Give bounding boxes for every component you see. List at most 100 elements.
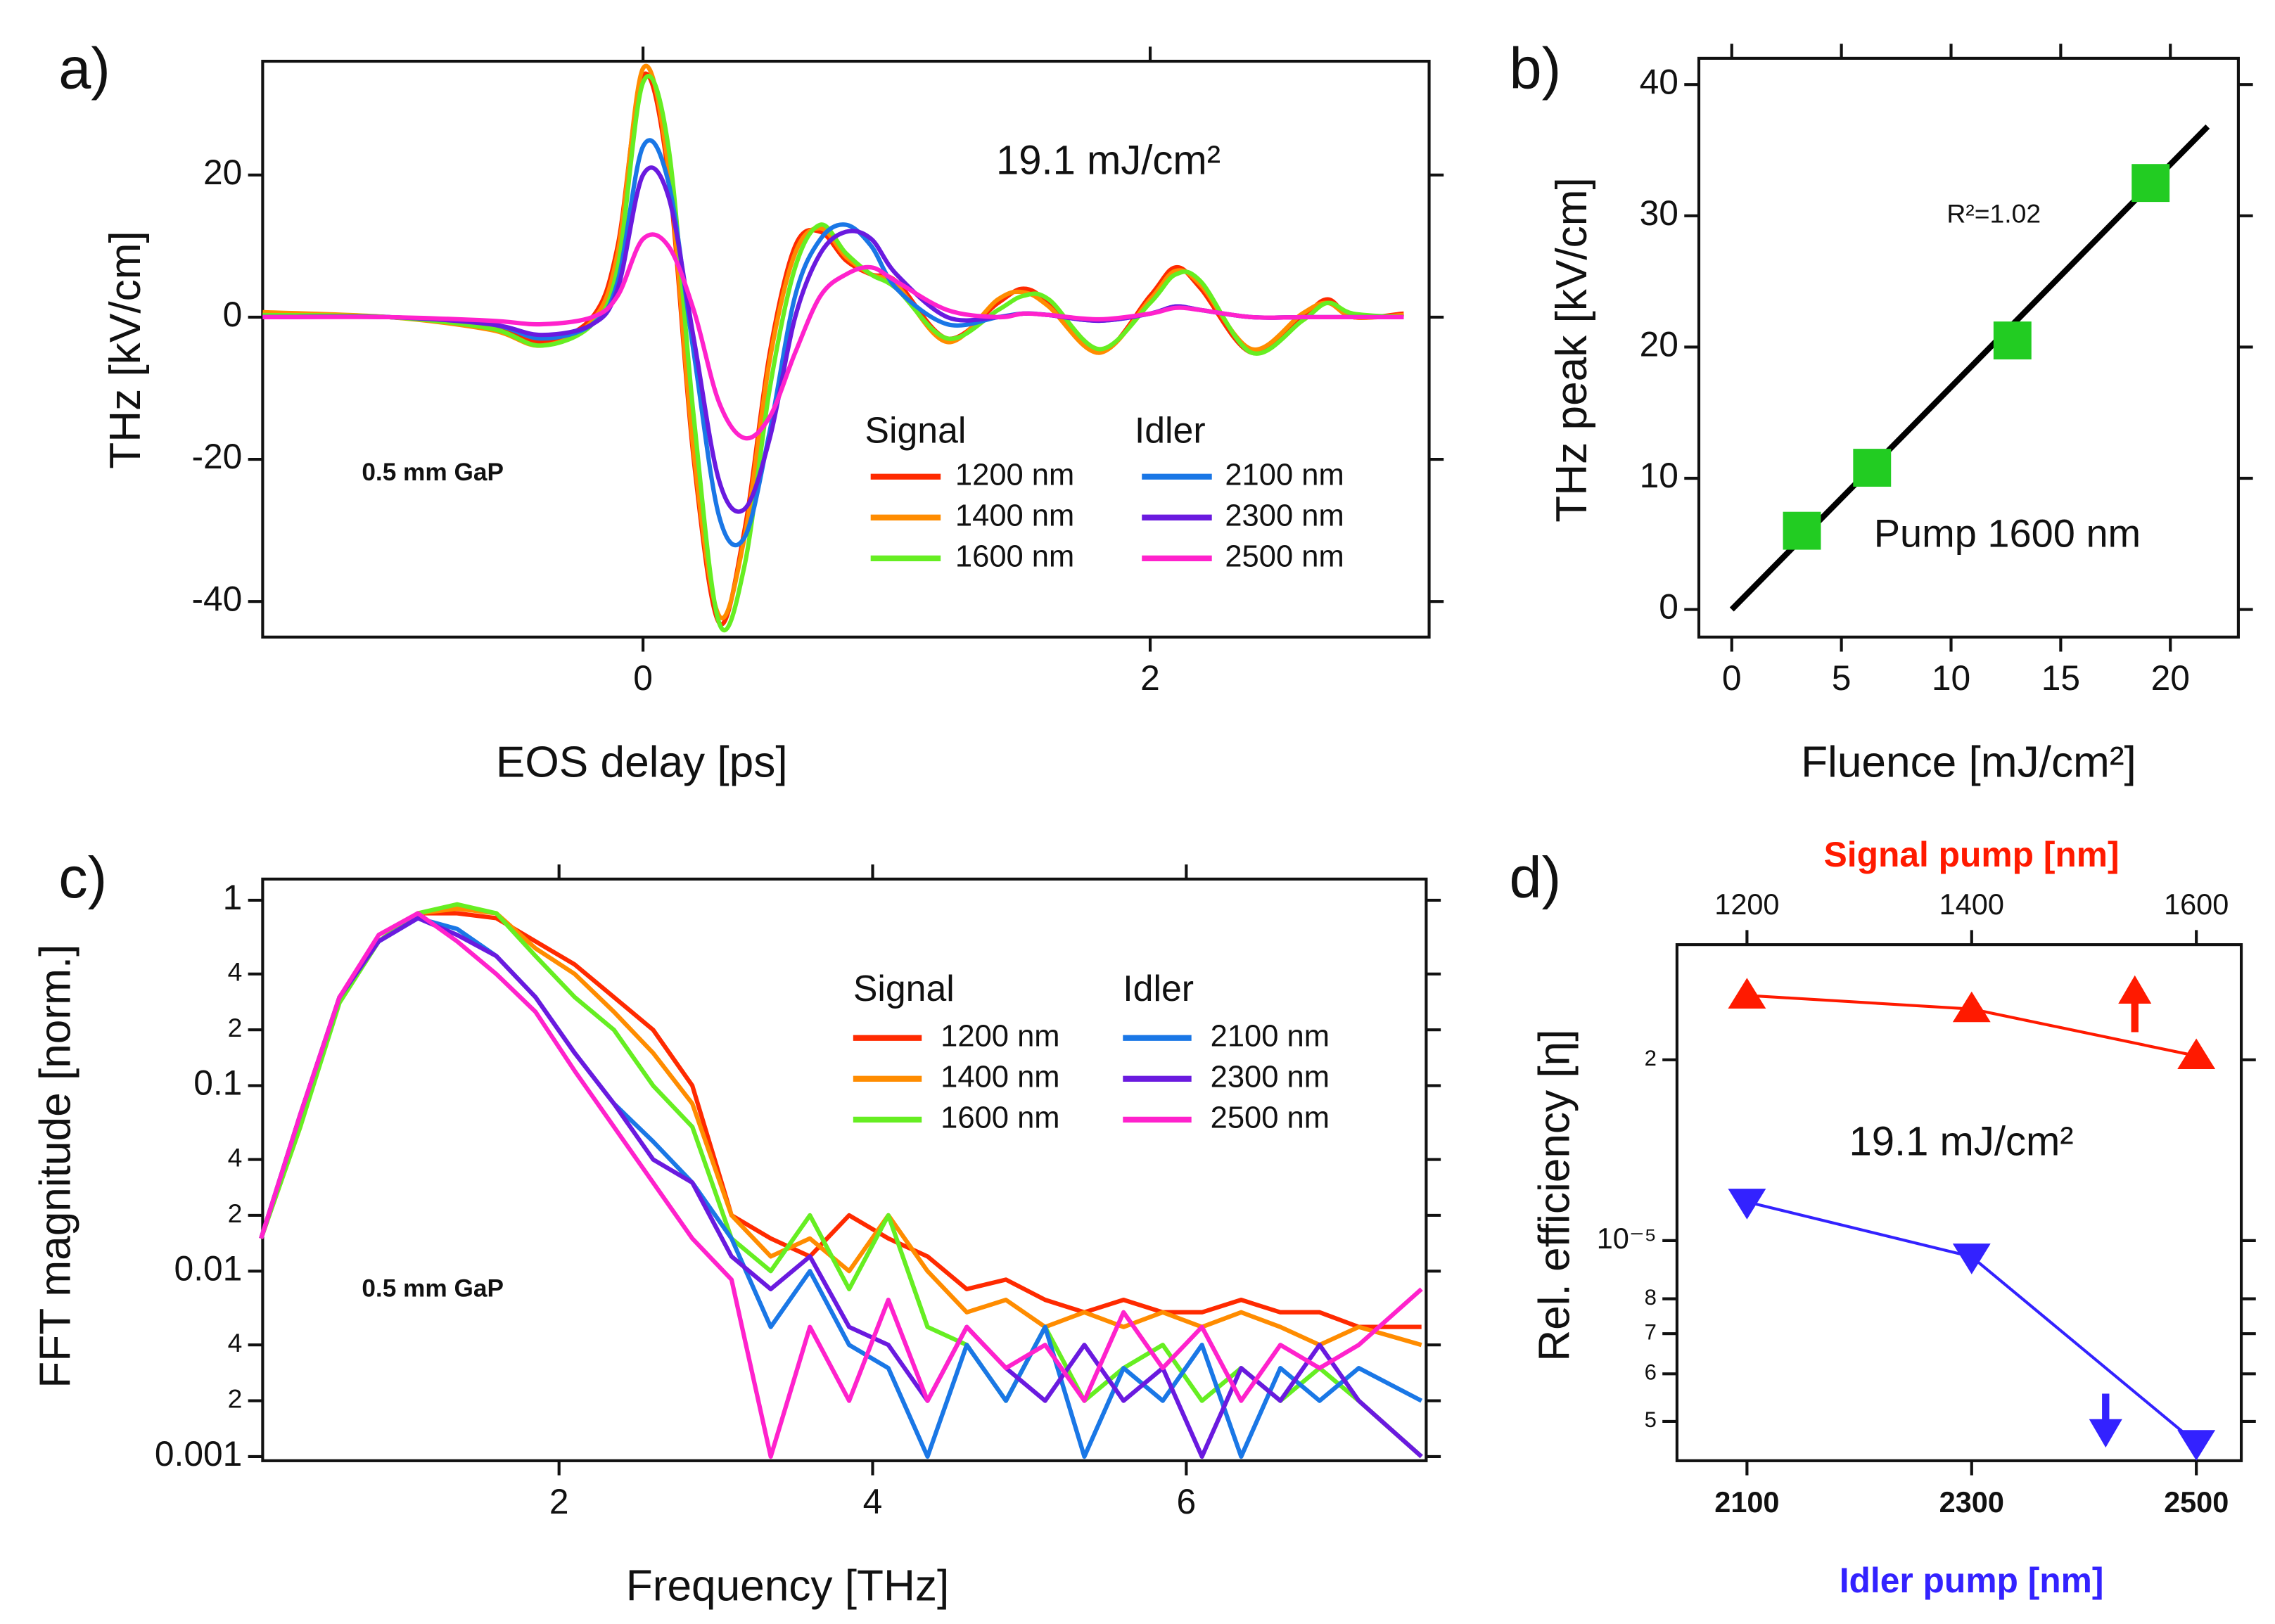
legend-label: 1600 nm: [955, 539, 1074, 573]
marker: [1853, 449, 1892, 487]
x-tick-label: 2500: [2164, 1485, 2229, 1518]
plot-frame: [261, 59, 1431, 639]
marker: [1952, 1243, 1991, 1274]
annotation: 0.5 mm GaP: [362, 1275, 504, 1303]
panel-label: c): [58, 845, 107, 910]
y-axis-title: THz peak [kV/cm]: [1548, 177, 1596, 523]
y-tick-label: 4: [228, 1142, 243, 1172]
y-tick-label: -40: [191, 579, 242, 618]
legend-title: Signal: [865, 409, 966, 450]
series-line: [262, 63, 1404, 620]
annotation: Pump 1600 nm: [1874, 511, 2141, 556]
y-tick-label: -20: [191, 437, 242, 476]
y-tick-label: 2: [228, 1013, 243, 1042]
y-tick-label: 40: [1640, 62, 1678, 101]
annotation: 19.1 mJ/cm²: [996, 137, 1221, 183]
y-tick-label: 4: [228, 957, 243, 987]
y-tick-label: 0.001: [155, 1434, 242, 1473]
legend-title: Signal: [853, 968, 955, 1009]
legend-label: 2100 nm: [1225, 458, 1344, 492]
series-line: [259, 916, 1423, 1459]
x-tick-label: 4: [863, 1482, 883, 1521]
marker: [2177, 1430, 2216, 1461]
x-tick-label: 2: [1140, 658, 1160, 698]
y-tick-label: 2: [1645, 1046, 1657, 1070]
x-tick-label: 5: [1832, 658, 1852, 698]
legend-label: 2300 nm: [1211, 1060, 1330, 1094]
series-line: [259, 911, 1422, 1329]
x-tick-label: 0: [633, 658, 653, 698]
x-tick-label: 0: [1722, 658, 1742, 698]
legend-label: 2300 nm: [1225, 499, 1344, 532]
x-tick-label: 10: [1932, 658, 1970, 698]
x-axis-title: Idler pump [nm]: [1840, 1561, 2104, 1600]
legend-label: 2100 nm: [1211, 1019, 1330, 1053]
y-tick-label: 1: [223, 878, 243, 917]
arrow-up: [2118, 975, 2152, 1032]
y-tick-label: 10: [1640, 456, 1678, 495]
y-tick-label: 2: [228, 1198, 243, 1228]
legend-title: Idler: [1123, 968, 1194, 1009]
y-tick-label: 7: [1645, 1319, 1657, 1344]
y-axis-title: THz [kV/cm]: [101, 231, 150, 469]
panel-label: d): [1510, 845, 1562, 910]
plot-frame: [1675, 943, 2243, 1462]
annotation: 0.5 mm GaP: [362, 459, 504, 486]
panel-label: a): [58, 36, 110, 101]
y-tick-label: 0.01: [174, 1248, 243, 1288]
y-tick-label: 2: [228, 1383, 243, 1413]
x-tick-label: 6: [1177, 1482, 1197, 1521]
legend-title: Idler: [1135, 409, 1206, 450]
legend-label: 2500 nm: [1211, 1101, 1330, 1134]
annotation: R²=1.02: [1946, 199, 2041, 229]
legend-label: 1400 nm: [941, 1060, 1059, 1094]
legend-label: 1200 nm: [955, 458, 1074, 492]
x2-axis-title: Signal pump [nm]: [1824, 835, 2120, 874]
series-line: [259, 911, 1423, 1459]
plot-frame: [261, 877, 1428, 1462]
y-tick-label: 6: [1645, 1360, 1657, 1385]
arrow-down: [2089, 1393, 2122, 1448]
x-tick-label: 15: [2041, 658, 2080, 698]
series-line: [259, 902, 1423, 1459]
y-axis-title: FFT magnitude [norm.]: [32, 945, 80, 1388]
series-line: [259, 916, 1423, 1459]
legend-label: 1400 nm: [955, 499, 1074, 532]
series-line: [262, 232, 1404, 441]
y-axis-title: Rel. efficiency [η]: [1530, 1029, 1579, 1361]
x-tick-label: 2: [549, 1482, 569, 1521]
series-line: [1746, 1200, 2198, 1445]
panel-label: b): [1510, 36, 1562, 101]
marker: [1728, 978, 1766, 1009]
legend-label: 1200 nm: [941, 1019, 1059, 1053]
legend-label: 1600 nm: [941, 1101, 1059, 1134]
x2-tick-label: 1200: [1714, 888, 1779, 921]
marker: [1728, 1189, 1766, 1220]
y-tick-label: 20: [203, 153, 242, 192]
annotation: 19.1 mJ/cm²: [1849, 1118, 2073, 1164]
x-tick-label: 20: [2151, 658, 2190, 698]
y-tick-label: 20: [1640, 325, 1678, 364]
y-tick-label: 10⁻⁵: [1597, 1222, 1657, 1255]
marker: [1952, 991, 1991, 1023]
y-tick-label: 4: [228, 1328, 243, 1357]
x2-tick-label: 1600: [2164, 888, 2229, 921]
y-tick-label: 8: [1645, 1285, 1657, 1310]
x2-tick-label: 1400: [1939, 888, 2004, 921]
y-tick-label: 0.1: [193, 1063, 242, 1103]
marker: [2131, 164, 2170, 203]
y-tick-label: 30: [1640, 193, 1678, 233]
x-tick-label: 2300: [1939, 1485, 2004, 1518]
y-tick-label: 5: [1645, 1407, 1657, 1432]
x-tick-label: 2100: [1714, 1485, 1779, 1518]
marker: [1993, 321, 2032, 360]
x-axis-title: Fluence [mJ/cm²]: [1801, 739, 2136, 787]
x-axis-title: EOS delay [ps]: [496, 739, 788, 787]
y-tick-label: 0: [223, 295, 243, 334]
x-axis-title: Frequency [THz]: [626, 1562, 950, 1611]
marker: [2177, 1038, 2216, 1069]
marker: [1783, 511, 1821, 550]
y-tick-label: 0: [1659, 587, 1678, 627]
series-line: [262, 74, 1404, 633]
